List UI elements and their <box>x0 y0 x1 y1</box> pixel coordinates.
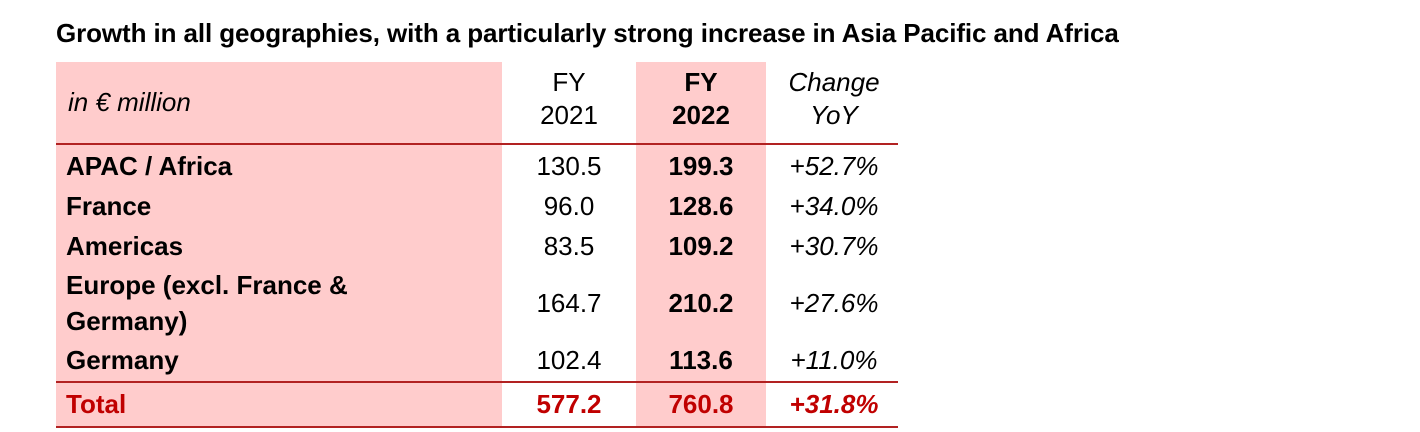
region-label: Americas <box>66 231 184 261</box>
change-value: +11.0% <box>790 345 878 375</box>
region-label-line1: Europe (excl. France & <box>66 270 348 300</box>
header-divider <box>56 143 898 145</box>
change-value: +34.0% <box>789 191 879 221</box>
change-value: +30.7% <box>789 231 879 261</box>
change-value: +27.6% <box>789 288 879 318</box>
fy2021-value: 83.5 <box>543 231 595 261</box>
fy2021-value: 96.0 <box>543 191 595 221</box>
fy2021-value: 164.7 <box>536 288 602 318</box>
fy2022-value: 199.3 <box>668 151 734 181</box>
fy2022-value: 109.2 <box>668 231 734 261</box>
fy2022-value: 128.6 <box>668 191 734 221</box>
header-fy2021: FY 2021 <box>540 67 598 130</box>
fy2021-value: 130.5 <box>536 151 602 181</box>
region-label: Germany <box>66 345 179 375</box>
total-fy2021: 577.2 <box>536 389 602 419</box>
header-change-yoy: Change YoY <box>788 67 880 130</box>
table-bottom-rule <box>56 426 898 428</box>
total-label: Total <box>66 389 127 419</box>
fy2022-value: 210.2 <box>668 288 734 318</box>
page-title: Growth in all geographies, with a partic… <box>56 18 1119 48</box>
label-column-highlight <box>56 62 502 426</box>
total-divider <box>56 381 898 383</box>
fy2021-value: 102.4 <box>536 345 602 375</box>
total-fy2022: 760.8 <box>668 389 734 419</box>
region-label: France <box>66 191 152 221</box>
header-fy2022: FY 2022 <box>672 67 730 130</box>
change-value: +52.7% <box>789 151 879 181</box>
total-change: +31.8% <box>789 389 879 419</box>
fy2022-column-highlight <box>636 62 766 426</box>
region-label-line2: Germany) <box>66 306 188 336</box>
fy2022-value: 113.6 <box>669 345 733 375</box>
region-label: APAC / Africa <box>66 151 233 181</box>
geography-revenue-table: in € million FY 2021 FY 2022 Change YoY … <box>56 62 898 428</box>
unit-label: in € million <box>68 87 191 117</box>
